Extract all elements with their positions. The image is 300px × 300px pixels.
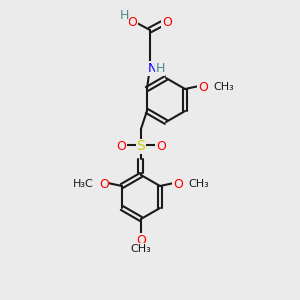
- Text: O: O: [198, 81, 208, 94]
- Text: O: O: [136, 234, 146, 247]
- Text: S: S: [136, 140, 145, 154]
- Text: O: O: [127, 16, 137, 29]
- Text: H₃C: H₃C: [73, 179, 94, 189]
- Text: O: O: [99, 178, 109, 191]
- Text: CH₃: CH₃: [213, 82, 234, 92]
- Text: CH₃: CH₃: [130, 244, 151, 254]
- Text: O: O: [173, 178, 183, 191]
- Text: H: H: [155, 62, 165, 75]
- Text: O: O: [156, 140, 166, 153]
- Text: N: N: [147, 62, 157, 75]
- Text: CH₃: CH₃: [188, 179, 209, 189]
- Text: O: O: [116, 140, 126, 153]
- Text: O: O: [162, 16, 172, 29]
- Text: H: H: [119, 9, 129, 22]
